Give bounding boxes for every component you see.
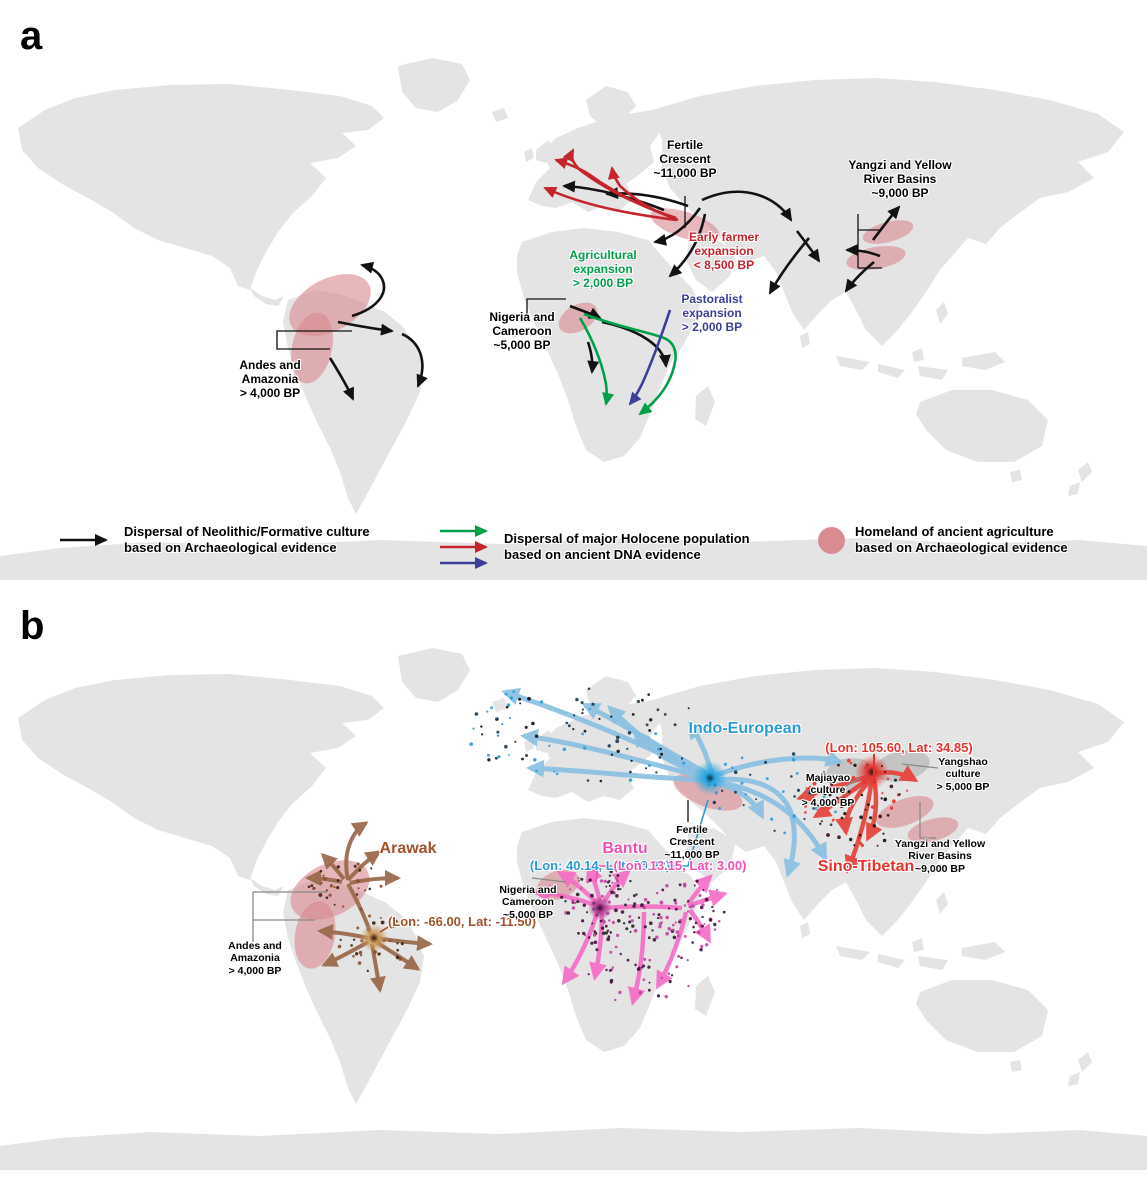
continents [0, 648, 1147, 1170]
bantu-origin-point [588, 896, 612, 920]
legend-homeland-text: Homeland of ancient agriculture based on… [855, 524, 1068, 556]
legend-dna: Dispersal of major Holocene population b… [438, 524, 750, 570]
legend-dna-arrows-icon [440, 525, 488, 569]
sino-tibetan-origin-point [855, 755, 889, 789]
agriculture-homelands [289, 208, 914, 384]
panel-a: a [0, 14, 1147, 580]
label-yangzi-yellow-b: Yangzi and Yellow River Basins ~9,000 BP [894, 838, 986, 875]
world-map-panel-a [0, 58, 1147, 580]
panel-b: b [0, 590, 1147, 1179]
label-bantu-origin: (Lon: 13.15, Lat: 3.00) [613, 858, 747, 873]
label-indo-european-origin: (Lon: 40.14, Lat: 39.92) [529, 858, 671, 873]
label-arawak: Arawak [379, 840, 437, 857]
legend-homeland: Homeland of ancient agriculture based on… [818, 524, 1068, 557]
annotation-connectors [252, 754, 939, 942]
label-bantu: Bantu [602, 840, 648, 857]
legend-archaeology-text: Dispersal of Neolithic/Formative culture… [124, 524, 370, 556]
label-fertile-crescent-b: Fertile Crescent ~11,000 BP [664, 824, 720, 861]
label-nigeria-cameroon: Nigeria and Cameroon ~5,000 BP [489, 310, 555, 353]
world-map-panel-b [0, 648, 1147, 1170]
legend-homeland-circle-icon [818, 526, 845, 554]
label-early-farmer: Early farmer expansion < 8,500 BP [688, 230, 760, 273]
arawak-origin-point [360, 924, 388, 952]
label-yangzi-yellow: Yangzi and Yellow River Basins ~9,000 BP [848, 158, 952, 201]
label-agricultural-expansion: Agricultural expansion > 2,000 BP [569, 248, 637, 291]
label-indo-european: Indo-European [688, 720, 802, 737]
label-sino-tibetan: Sino-Tibetan [817, 858, 915, 875]
label-sino-tibetan-origin: (Lon: 105.60, Lat: 34.85) [825, 740, 973, 755]
agricultural-expansion-arrows [578, 312, 677, 416]
legend-archaeology: Dispersal of Neolithic/Formative culture… [58, 524, 370, 557]
indo-european-origin-point [693, 761, 727, 795]
label-andes-amazonia-b: Andes and Amazonia > 4,000 BP [228, 940, 282, 977]
label-yangshao: Yangshao culture > 5,000 BP [936, 756, 990, 793]
panel-b-letter: b [20, 604, 45, 648]
early-farmer-arrows [543, 148, 679, 222]
label-nigeria-cameroon-b: Nigeria and Cameroon ~5,000 BP [499, 884, 557, 921]
label-pastoralist-expansion: Pastoralist expansion > 2,000 BP [681, 292, 743, 335]
label-andes-amazonia: Andes and Amazonia > 4,000 BP [239, 358, 301, 401]
archaeology-dispersal-arrows [328, 180, 901, 401]
label-majiayao: Majiayao culture > 4,000 BP [801, 772, 855, 809]
pastoralist-expansion-arrows [628, 309, 672, 406]
label-fertile-crescent: Fertile Crescent ~11,000 BP [653, 138, 717, 181]
legend-dna-text: Dispersal of major Holocene population b… [504, 530, 750, 562]
panel-a-letter: a [20, 14, 43, 58]
label-arawak-origin: (Lon: -66.00, Lat: -11.50) [387, 914, 537, 929]
legend-black-arrow-icon [60, 534, 108, 547]
annotation-connectors [276, 196, 882, 350]
